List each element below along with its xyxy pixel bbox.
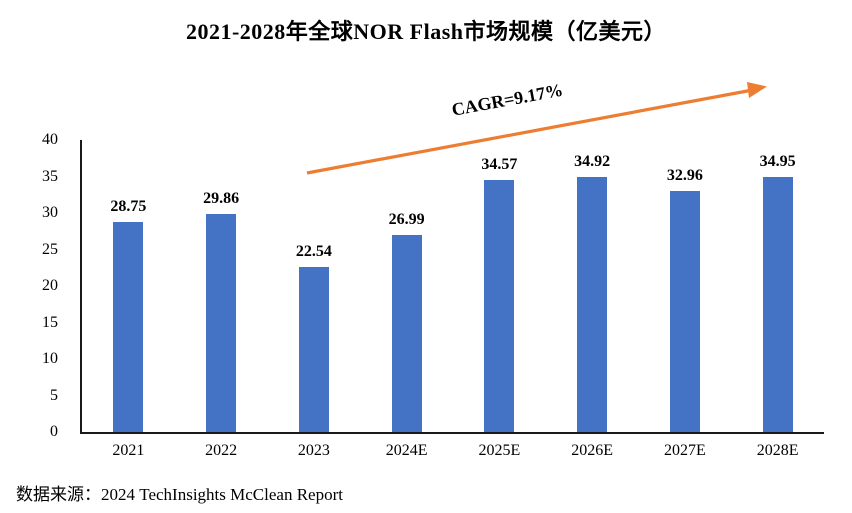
bar-2026E [577, 177, 608, 432]
y-axis-tick-label: 15 [42, 313, 58, 331]
x-axis-tick-label: 2024E [385, 442, 428, 459]
bar-2021 [113, 222, 144, 432]
x-axis-tick-label: 2021 [112, 442, 145, 459]
bar-value-label: 28.75 [110, 198, 147, 216]
data-source: 数据来源：2024 TechInsights McClean Report [16, 485, 343, 504]
plot-area: 28.75 2021 29.86 2022 22.54 2023 26.99 2024E 34.… [80, 140, 824, 459]
y-axis-labels: 0 5 10 15 20 25 30 35 40 [0, 131, 58, 440]
bar-group-2026E: 34.92 2026E [546, 140, 639, 459]
y-axis-tick-label: 30 [42, 204, 58, 221]
bar-value-label: 29.86 [203, 190, 240, 208]
bar-2023 [298, 267, 329, 432]
y-axis-tick-label: 0 [50, 423, 58, 440]
bar-group-2022: 29.86 2022 [175, 140, 268, 459]
bar-2027E [669, 191, 700, 432]
bar-value-label: 34.95 [759, 152, 796, 170]
chart-title: 2021-2028年全球NOR Flash市场规模（亿美元） [185, 19, 667, 44]
y-axis-tick-label: 20 [42, 277, 58, 294]
bar-group-2024E: 26.99 2024E [360, 140, 453, 459]
bar-value-label: 26.99 [388, 210, 425, 228]
x-axis-tick-label: 2025E [478, 442, 521, 459]
bar-value-label: 22.54 [295, 243, 332, 261]
bar-2022 [206, 214, 237, 432]
cagr-annotation: CAGR=9.17% [450, 79, 565, 120]
bar-group-2021: 28.75 2021 [82, 140, 175, 459]
x-axis-tick-label: 2027E [663, 442, 706, 459]
bar-2028E [762, 176, 793, 432]
y-axis-tick-label: 10 [42, 350, 58, 367]
x-axis-tick-label: 2026E [571, 442, 614, 459]
bar-group-2027E: 32.96 2027E [639, 140, 732, 459]
arrow-head [747, 82, 767, 98]
bar-group-2025E: 34.57 2025E [453, 140, 546, 459]
bar-2025E [484, 179, 515, 432]
x-axis-tick-label: 2028E [756, 442, 799, 459]
y-axis-tick-label: 40 [42, 131, 58, 148]
bars: 28.75 2021 29.86 2022 22.54 2023 26.99 2024E 34.… [82, 140, 824, 459]
y-axis-tick-label: 5 [50, 386, 58, 404]
x-axis-tick-label: 2022 [205, 442, 238, 459]
bar-value-label: 34.92 [574, 153, 611, 171]
x-axis-tick-label: 2023 [297, 442, 330, 459]
y-axis-tick-label: 25 [42, 240, 58, 258]
y-axis-tick-label: 35 [42, 167, 58, 185]
bar-2024E [391, 234, 422, 432]
bar-value-label: 32.96 [666, 167, 703, 185]
bar-value-label: 34.57 [481, 155, 518, 173]
bar-group-2023: 22.54 2023 [268, 140, 361, 459]
bar-group-2028E: 34.95 2028E [731, 140, 824, 459]
